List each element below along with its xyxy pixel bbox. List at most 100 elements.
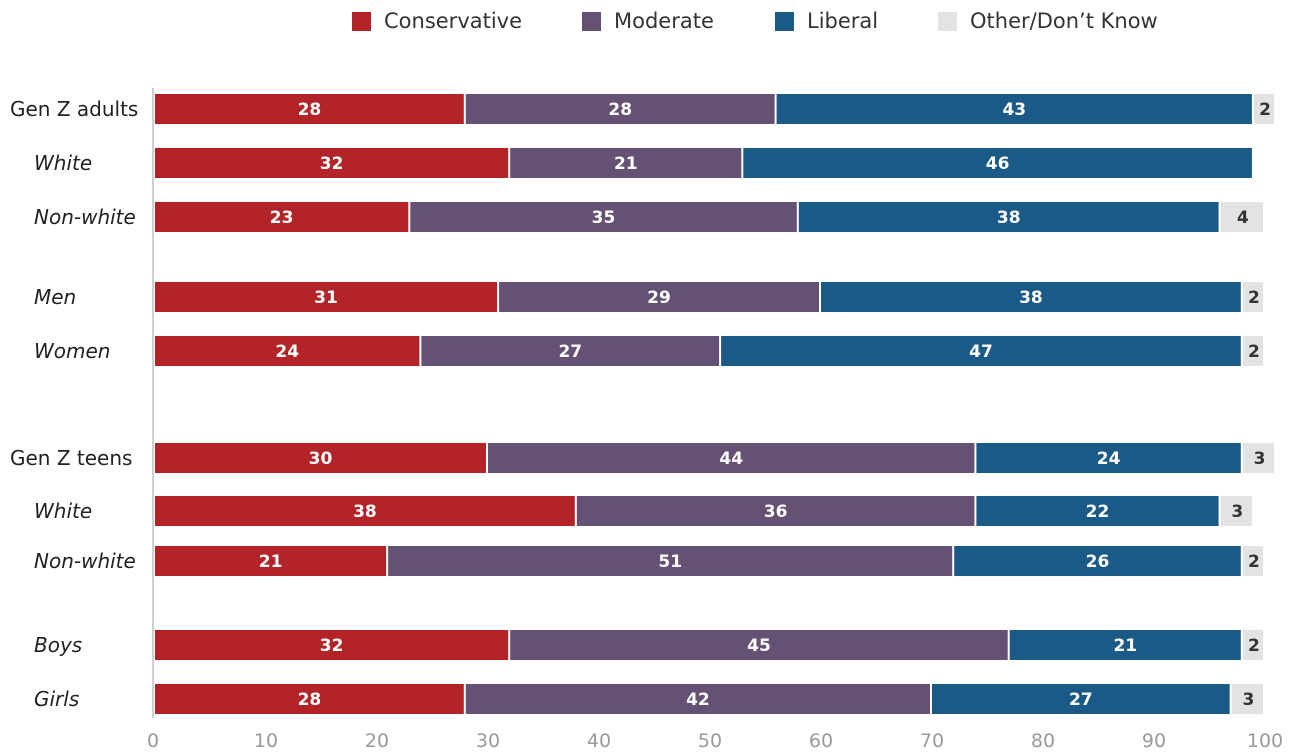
data-label-other-don-t-know-0: 2 <box>1259 100 1271 120</box>
data-label-conservative-2: 23 <box>270 208 294 228</box>
bar-other-don-t-know-7 <box>1242 546 1263 576</box>
bar-moderate-1 <box>510 148 742 178</box>
data-label-liberal-6: 22 <box>1086 502 1110 522</box>
x-tick-label-40: 40 <box>587 730 611 752</box>
data-label-conservative-3: 31 <box>314 288 338 308</box>
bar-moderate-7 <box>388 546 953 576</box>
data-label-conservative-4: 24 <box>275 342 299 362</box>
data-label-liberal-1: 46 <box>986 154 1010 174</box>
data-label-other-don-t-know-6: 3 <box>1231 502 1243 522</box>
bar-conservative-4 <box>155 336 420 366</box>
category-label-non-white-7: Non-white <box>34 549 136 573</box>
data-label-moderate-0: 28 <box>608 100 632 120</box>
bar-moderate-5 <box>488 443 975 473</box>
bar-moderate-6 <box>576 496 975 526</box>
bar-other-don-t-know-4 <box>1242 336 1263 366</box>
bar-liberal-2 <box>798 202 1219 232</box>
legend-label-other: Other/Don’t Know <box>970 9 1158 33</box>
category-label-boys-8: Boys <box>34 633 82 657</box>
bar-other-don-t-know-8 <box>1242 630 1263 660</box>
data-label-liberal-8: 21 <box>1113 636 1137 656</box>
bar-moderate-2 <box>410 202 797 232</box>
data-label-moderate-6: 36 <box>764 502 788 522</box>
data-label-liberal-3: 38 <box>1019 288 1043 308</box>
data-label-conservative-8: 32 <box>320 636 344 656</box>
data-label-other-don-t-know-5: 3 <box>1254 449 1266 469</box>
legend-item-conservative: Conservative <box>352 6 522 36</box>
bar-conservative-7 <box>155 546 387 576</box>
legend-label-liberal: Liberal <box>807 9 879 33</box>
data-label-conservative-0: 28 <box>298 100 322 120</box>
bar-moderate-8 <box>510 630 1008 660</box>
data-label-liberal-0: 43 <box>1002 100 1026 120</box>
data-label-conservative-7: 21 <box>259 552 283 572</box>
data-label-moderate-7: 51 <box>658 552 682 572</box>
bar-other-don-t-know-3 <box>1242 282 1263 312</box>
bar-liberal-3 <box>821 282 1241 312</box>
bar-conservative-0 <box>155 94 464 124</box>
x-tick-label-0: 0 <box>147 730 159 752</box>
bar-other-don-t-know-2 <box>1220 202 1263 232</box>
x-tick-label-50: 50 <box>698 730 722 752</box>
bar-conservative-3 <box>155 282 498 312</box>
data-label-liberal-5: 24 <box>1097 449 1121 469</box>
x-tick-label-90: 90 <box>1142 730 1166 752</box>
legend-item-moderate: Moderate <box>582 6 714 36</box>
legend-swatch-liberal <box>775 11 794 31</box>
x-tick-label-10: 10 <box>254 730 278 752</box>
data-label-liberal-9: 27 <box>1069 690 1093 710</box>
data-label-conservative-5: 30 <box>309 449 333 469</box>
bar-liberal-9 <box>932 684 1230 714</box>
legend-swatch-conservative <box>352 11 371 31</box>
bar-conservative-5 <box>155 443 486 473</box>
category-label-girls-9: Girls <box>34 687 79 711</box>
bar-conservative-1 <box>155 148 509 178</box>
legend-label-moderate: Moderate <box>614 9 714 33</box>
category-label-non-white-2: Non-white <box>34 205 136 229</box>
bar-liberal-1 <box>743 148 1252 178</box>
data-label-other-don-t-know-9: 3 <box>1242 690 1254 710</box>
bar-liberal-5 <box>976 443 1241 473</box>
data-label-moderate-8: 45 <box>747 636 771 656</box>
category-label-gen-z-adults-0: Gen Z adults <box>10 97 138 121</box>
legend-item-liberal: Liberal <box>775 6 878 36</box>
data-label-other-don-t-know-2: 4 <box>1237 208 1249 228</box>
category-label-gen-z-teens-5: Gen Z teens <box>10 446 132 470</box>
legend-swatch-other <box>938 11 957 31</box>
bar-liberal-4 <box>721 336 1241 366</box>
bar-moderate-0 <box>465 94 775 124</box>
data-label-liberal-4: 47 <box>969 342 993 362</box>
x-tick-label-20: 20 <box>365 730 389 752</box>
bar-conservative-6 <box>155 496 575 526</box>
bar-conservative-8 <box>155 630 509 660</box>
bar-other-don-t-know-0 <box>1253 94 1275 124</box>
bar-other-don-t-know-5 <box>1242 443 1275 473</box>
bar-moderate-4 <box>421 336 720 366</box>
x-tick-label-100: 100 <box>1247 730 1283 752</box>
x-tick-label-70: 70 <box>920 730 944 752</box>
category-label-white-1: White <box>34 151 92 175</box>
data-label-other-don-t-know-7: 2 <box>1248 552 1260 572</box>
x-axis-ticks: 0 10 20 30 40 50 60 70 80 90 100 <box>147 730 1283 752</box>
bar-conservative-9 <box>155 684 464 714</box>
category-label-white-6: White <box>34 499 92 523</box>
data-label-moderate-5: 44 <box>719 449 743 469</box>
bar-moderate-3 <box>499 282 819 312</box>
data-label-conservative-9: 28 <box>298 690 322 710</box>
category-label-men-3: Men <box>34 285 76 309</box>
data-label-moderate-9: 42 <box>686 690 710 710</box>
bar-liberal-8 <box>1009 630 1241 660</box>
category-label-women-4: Women <box>34 339 110 363</box>
x-tick-label-30: 30 <box>476 730 500 752</box>
data-label-other-don-t-know-4: 2 <box>1248 342 1260 362</box>
data-label-moderate-1: 21 <box>614 154 638 174</box>
bar-other-don-t-know-9 <box>1231 684 1263 714</box>
bar-liberal-6 <box>976 496 1219 526</box>
bar-other-don-t-know-6 <box>1220 496 1252 526</box>
data-label-moderate-3: 29 <box>647 288 671 308</box>
data-label-moderate-2: 35 <box>592 208 616 228</box>
bar-moderate-9 <box>465 684 930 714</box>
